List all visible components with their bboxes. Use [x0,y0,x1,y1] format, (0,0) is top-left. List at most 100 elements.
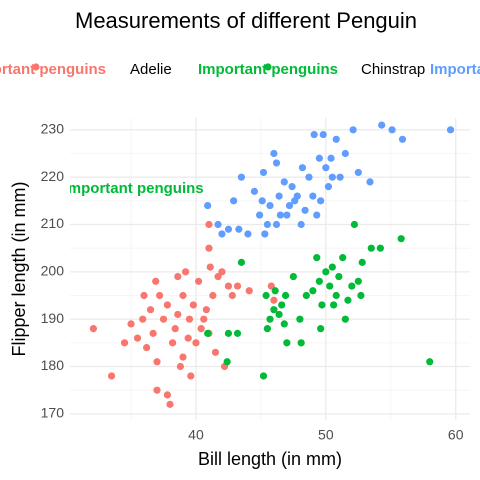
point [230,197,238,205]
point [310,130,318,139]
point [276,211,284,219]
point [146,306,155,314]
y-tick-label: 210 [41,215,65,231]
x-tick-label: 40 [188,427,204,443]
x-tick-label: 50 [318,427,334,443]
point [181,268,190,276]
legend-label: Chinstrap [361,61,425,78]
point [358,258,366,266]
y-tick-label: 230 [41,121,65,137]
chart-title: Measurements of different Penguin [75,8,417,33]
point [426,358,434,366]
y-tick-label: 180 [41,357,65,373]
point [271,287,279,295]
point [344,296,352,304]
point [322,164,330,172]
points: Important penguins [64,121,455,408]
point [214,272,222,281]
point [341,315,349,323]
point [272,220,281,229]
point [143,343,151,352]
point [309,192,317,200]
point [159,315,168,323]
point [263,220,272,229]
point [283,339,291,347]
point [315,277,323,285]
point [309,287,317,295]
y-axis-label: Flipper length (in mm) [9,181,29,356]
point [223,358,231,366]
point [270,306,278,314]
legend-label: Adelie [130,61,172,78]
point [296,315,304,323]
point [205,244,213,252]
legend-key-label: Important penguins [0,61,106,78]
point [120,339,129,347]
point [376,244,384,252]
point [332,291,340,300]
annotation: Important penguins [64,180,204,197]
point [179,353,187,361]
point [237,258,246,266]
point [224,329,233,337]
y-tick-label: 200 [41,263,65,279]
point [289,272,297,281]
point [163,391,172,399]
point [187,372,195,380]
x-tick-label: 60 [448,427,464,443]
point [204,201,212,210]
point [140,291,148,300]
point [293,192,301,200]
point [218,230,226,238]
point [194,277,203,285]
point [298,164,307,172]
point [317,197,325,205]
point [209,291,217,300]
point [446,126,455,134]
point [366,178,374,186]
point [280,320,288,328]
point [202,306,210,314]
point [206,263,214,271]
point [313,211,321,219]
point [326,282,334,290]
point [174,272,182,281]
point [211,348,220,356]
point [315,154,323,162]
legend-key-label: Important penguins [430,61,480,78]
point [330,301,338,309]
point [139,315,147,323]
point [388,126,396,134]
legend-key [264,63,272,71]
point [317,325,325,333]
point [302,291,310,300]
point [328,263,336,271]
point [397,235,405,243]
point [153,386,161,394]
legend-key [32,63,40,71]
point [270,149,278,158]
point [89,325,97,333]
point [267,282,275,290]
point [245,287,253,295]
point [233,329,242,337]
point [127,320,135,328]
point [244,230,252,238]
point [204,329,212,337]
point [339,254,347,262]
point [275,192,283,200]
point [336,173,344,181]
y-tick-label: 190 [41,310,65,326]
point [168,339,177,347]
point [192,339,200,347]
point [398,135,407,143]
point [272,159,281,167]
point [185,315,194,323]
point [301,206,309,214]
point [149,329,157,337]
point [348,282,356,290]
point [335,272,343,281]
point [318,301,326,309]
point [305,173,313,181]
point [200,315,208,323]
